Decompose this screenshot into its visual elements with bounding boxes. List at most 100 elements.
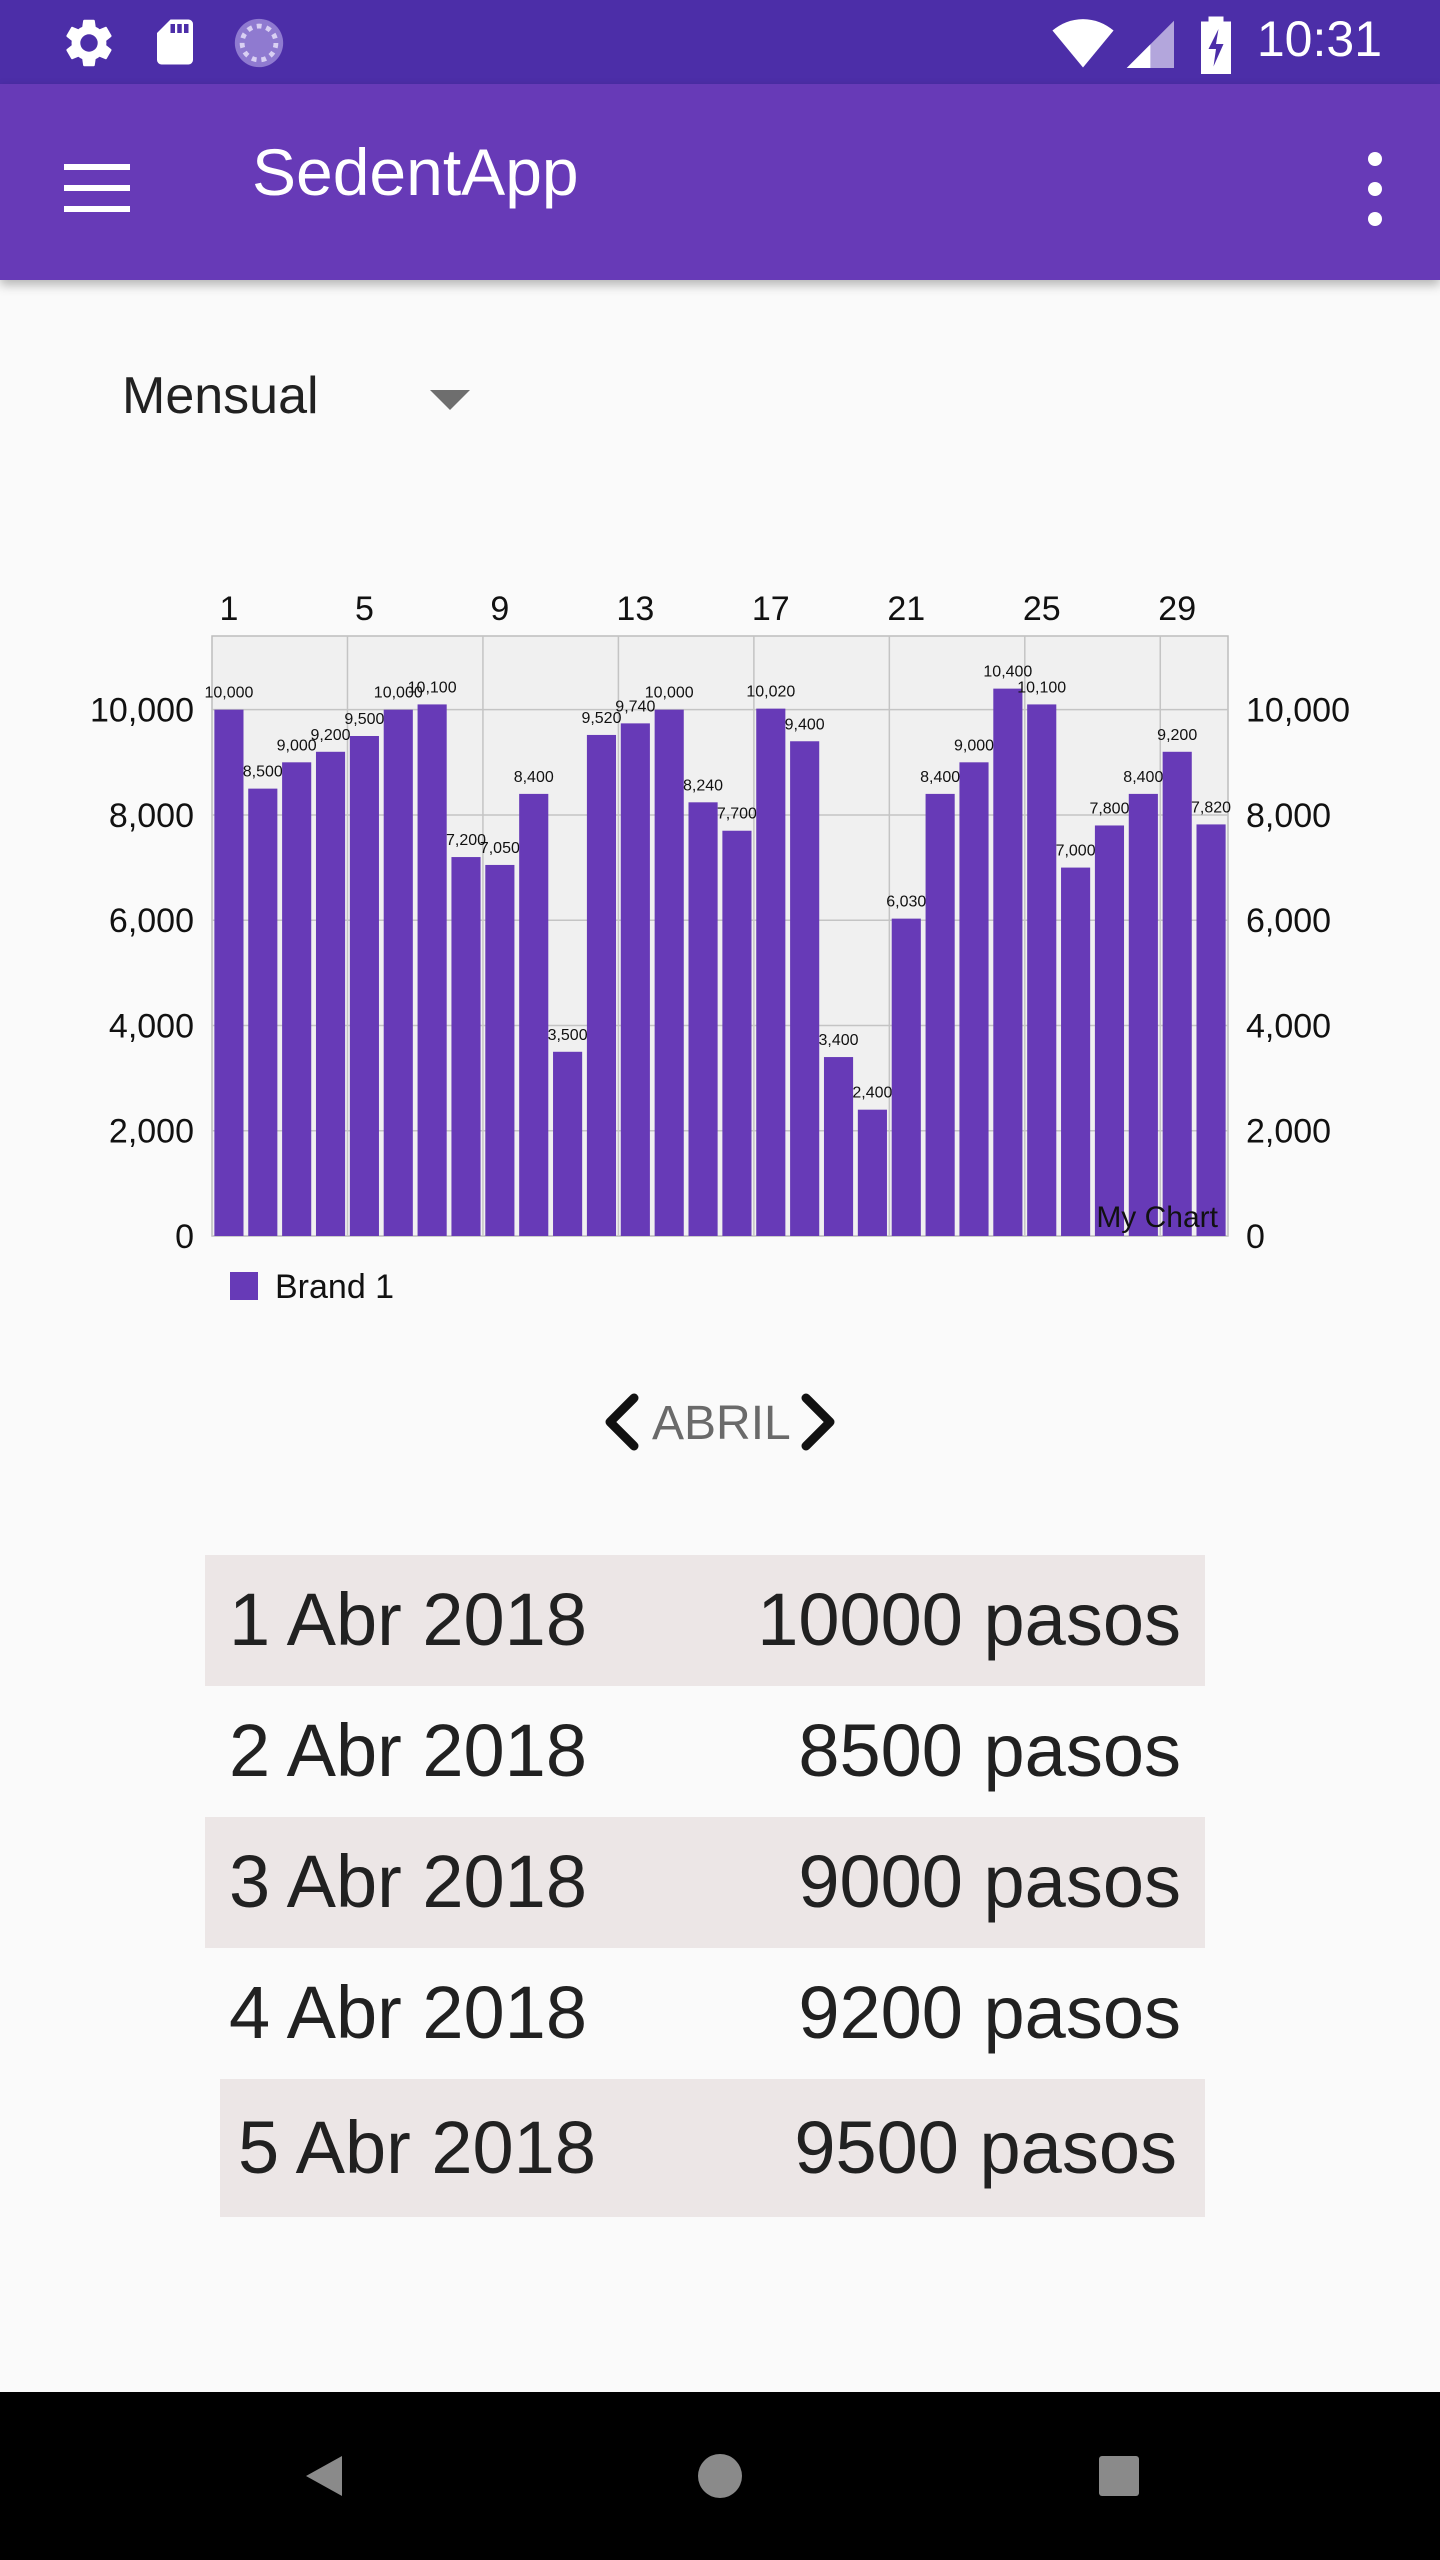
bar-value-label: 9,000 [277,737,317,754]
chart-bar[interactable] [315,751,346,1236]
bar-value-label: 3,400 [819,1032,859,1049]
month-navigation: ABRIL [600,1384,840,1464]
chart-bar[interactable] [857,1109,887,1236]
sync-icon [234,18,284,68]
period-dropdown[interactable]: Mensual [120,360,500,440]
chart-bar[interactable] [553,1051,583,1236]
chart-bar[interactable] [993,688,1023,1236]
bar-value-label: 8,400 [1123,769,1163,786]
list-item[interactable]: 3 Abr 2018 9000 pasos [205,1817,1205,1948]
settings-icon [66,19,112,67]
chevron-right-icon[interactable] [796,1392,840,1452]
bar-value-label: 9,740 [615,698,655,715]
list-item-steps: 10000 pasos [757,1578,1181,1661]
chart-bar[interactable] [959,762,989,1236]
bar-value-label: 10,000 [374,685,423,702]
y-tick-label-left: 2,000 [109,1113,194,1151]
chart-bar[interactable] [586,734,617,1236]
chart-bar[interactable] [823,1057,854,1236]
list-item-steps: 8500 pasos [798,1709,1181,1792]
y-tick-label-right: 2,000 [1246,1113,1331,1151]
chart-bar[interactable] [1061,867,1091,1236]
list-item-steps: 9000 pasos [798,1840,1181,1923]
list-item-date: 3 Abr 2018 [229,1840,587,1923]
bar-value-label: 10,400 [983,664,1032,681]
bar-value-label: 7,820 [1191,799,1231,816]
list-item[interactable]: 1 Abr 2018 10000 pasos [205,1555,1205,1686]
chart-bar[interactable] [1094,825,1125,1236]
chart-bar[interactable] [688,802,718,1236]
y-tick-label-right: 8,000 [1246,797,1331,835]
y-tick-label-right: 6,000 [1246,902,1331,940]
chart-bar[interactable] [248,788,278,1236]
chart-bar[interactable] [1027,704,1057,1236]
period-dropdown-value: Mensual [122,367,319,425]
chart-bar[interactable] [1196,824,1226,1236]
bar-value-label: 3,500 [548,1027,588,1044]
chart-bar[interactable] [451,857,481,1236]
chart-bar[interactable] [417,704,447,1236]
list-item-date: 5 Abr 2018 [238,2106,596,2189]
list-item[interactable]: 4 Abr 2018 9200 pasos [205,1948,1205,2079]
wifi-icon [1052,19,1114,68]
list-item-date: 1 Abr 2018 [229,1578,587,1661]
x-tick-label: 17 [752,590,790,628]
battery-charging-icon [1201,16,1231,74]
bar-value-label: 10,100 [408,679,457,696]
list-item[interactable]: 5 Abr 2018 9500 pasos [220,2079,1205,2217]
steps-bar-chart[interactable]: 0 0 2,000 2,000 4,000 4,000 6,000 6,000 8,000 8,0… [0,560,1440,1340]
bar-value-label: 7,050 [480,840,520,857]
x-tick-label: 21 [887,590,925,628]
chevron-left-icon[interactable] [600,1392,644,1452]
chart-bar[interactable] [519,793,549,1236]
y-tick-label-right: 4,000 [1246,1007,1331,1045]
bar-value-label: 10,000 [204,685,253,702]
chart-bar[interactable] [1162,751,1192,1236]
chart-bar[interactable] [383,709,413,1236]
x-tick-label: 1 [219,590,238,628]
chart-bar[interactable] [756,708,786,1236]
more-vert-icon[interactable] [1350,139,1400,239]
hamburger-menu-icon[interactable] [54,144,144,234]
y-tick-label-right: 10,000 [1246,692,1350,730]
app-title: SedentApp [252,135,579,209]
list-item-steps: 9500 pasos [794,2106,1177,2189]
chart-bar[interactable] [1128,793,1158,1236]
chart-bar[interactable] [722,830,752,1236]
chart-bar[interactable] [891,918,921,1236]
chart-bar[interactable] [214,709,244,1236]
bar-value-label: 7,200 [446,832,486,849]
y-tick-label-left: 6,000 [109,902,194,940]
bar-value-label: 8,400 [514,769,554,786]
bar-value-label: 8,240 [683,777,723,794]
back-icon[interactable] [296,2436,350,2516]
bar-value-label: 8,400 [920,769,960,786]
chart-bar[interactable] [620,723,650,1236]
chart-bar[interactable] [654,709,684,1236]
y-tick-label-left: 0 [175,1218,194,1256]
chart-bar[interactable] [485,864,515,1236]
list-item[interactable]: 2 Abr 2018 8500 pasos [205,1686,1205,1817]
chart-bar[interactable] [790,741,820,1236]
bar-value-label: 7,800 [1089,800,1129,817]
bar-value-label: 10,000 [645,685,694,702]
bar-value-label: 7,700 [717,806,757,823]
bar-value-label: 8,500 [243,764,283,781]
steps-list: 1 Abr 2018 10000 pasos 2 Abr 2018 8500 p… [205,1555,1205,2217]
bar-value-label: 10,100 [1017,679,1066,696]
bar-value-label: 9,000 [954,737,994,754]
y-tick-label-left: 10,000 [90,692,194,730]
cell-signal-icon [1126,20,1174,68]
bar-value-label: 2,400 [852,1085,892,1102]
list-item-date: 4 Abr 2018 [229,1971,587,2054]
legend-swatch [230,1272,258,1300]
chart-bar[interactable] [349,736,379,1236]
bar-value-label: 9,500 [344,711,384,728]
home-icon[interactable] [690,2436,750,2516]
recents-icon[interactable] [1094,2436,1144,2516]
chart-bar[interactable] [282,762,312,1236]
clock: 10:31 [1256,11,1382,67]
x-tick-label: 25 [1023,590,1061,628]
x-tick-label: 13 [616,590,654,628]
chart-bar[interactable] [925,793,955,1236]
